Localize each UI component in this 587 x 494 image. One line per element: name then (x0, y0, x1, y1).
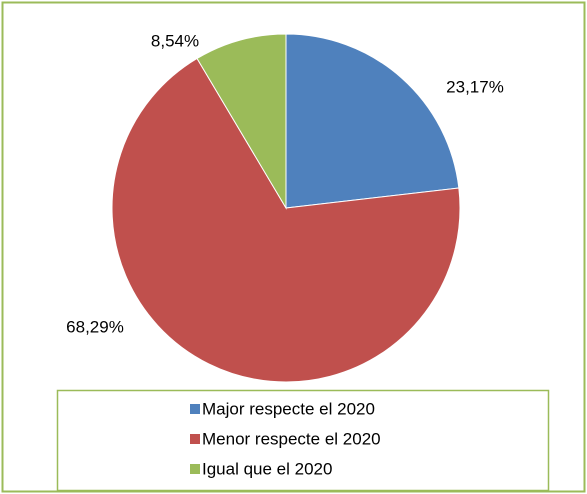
pie-slice (196, 33, 287, 210)
legend (56, 389, 550, 492)
data-label: 8,54% (151, 31, 199, 50)
legend-label: Menor respecte el 2020 (202, 429, 381, 448)
legend-label: Major respecte el 2020 (202, 399, 375, 418)
pie-slice (111, 57, 461, 383)
legend-swatch (190, 404, 200, 414)
data-label: 23,17% (446, 77, 504, 96)
legend-swatch (190, 464, 200, 474)
data-label: 68,29% (66, 317, 124, 336)
legend-swatch (190, 434, 200, 444)
legend-label: Igual que el 2020 (202, 459, 332, 478)
pie-slice (285, 33, 460, 209)
pie (111, 33, 461, 383)
